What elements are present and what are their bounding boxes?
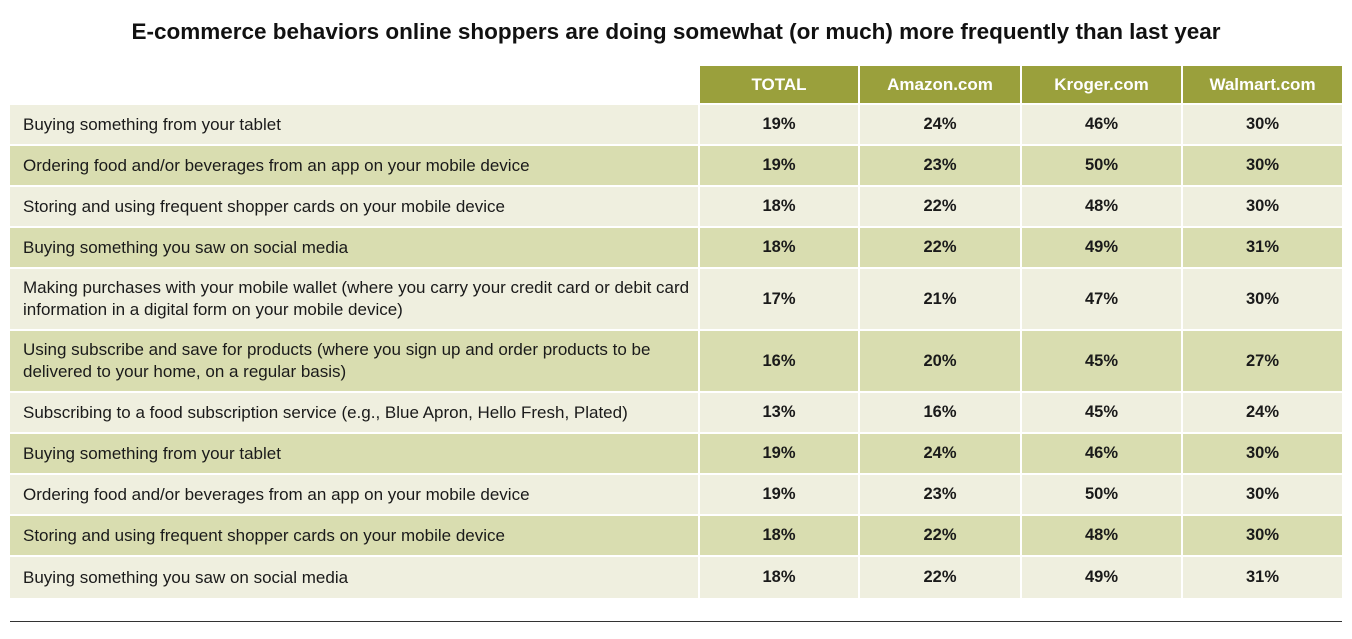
column-header-total: TOTAL	[698, 66, 858, 105]
cell-kroger-value: 50%	[1020, 146, 1181, 187]
cell-kroger-value: 45%	[1020, 331, 1181, 393]
cell-amazon-value: 21%	[858, 269, 1020, 331]
cell-kroger-value: 49%	[1020, 228, 1181, 269]
cell-amazon-value: 23%	[858, 146, 1020, 187]
data-table: TOTAL Amazon.com Kroger.com Walmart.com …	[10, 66, 1342, 598]
cell-walmart-value: 30%	[1181, 269, 1342, 331]
cell-amazon-value: 24%	[858, 434, 1020, 475]
cell-total-value: 18%	[698, 516, 858, 557]
table-row: Buying something you saw on social media…	[10, 228, 1342, 269]
cell-total-value: 13%	[698, 393, 858, 434]
cell-walmart-value: 30%	[1181, 187, 1342, 228]
cell-amazon-value: 20%	[858, 331, 1020, 393]
header-row: TOTAL Amazon.com Kroger.com Walmart.com	[10, 66, 1342, 105]
cell-total-value: 18%	[698, 557, 858, 598]
cell-walmart-value: 31%	[1181, 557, 1342, 598]
row-label: Making purchases with your mobile wallet…	[10, 269, 698, 331]
cell-kroger-value: 47%	[1020, 269, 1181, 331]
table-row: Buying something from your tablet 19% 24% 4…	[10, 434, 1342, 475]
cell-amazon-value: 22%	[858, 557, 1020, 598]
column-header-walmart: Walmart.com	[1181, 66, 1342, 105]
row-label: Ordering food and/or beverages from an a…	[10, 146, 698, 187]
header-blank-cell	[10, 66, 698, 105]
cell-total-value: 19%	[698, 105, 858, 146]
cell-kroger-value: 48%	[1020, 516, 1181, 557]
table-row: Ordering food and/or beverages from an a…	[10, 475, 1342, 516]
column-header-amazon: Amazon.com	[858, 66, 1020, 105]
row-label: Using subscribe and save for products (w…	[10, 331, 698, 393]
column-header-kroger: Kroger.com	[1020, 66, 1181, 105]
table-body: Buying something from your tablet 19% 24% 4…	[10, 105, 1342, 598]
cell-amazon-value: 22%	[858, 228, 1020, 269]
row-label: Storing and using frequent shopper cards…	[10, 187, 698, 228]
cell-total-value: 19%	[698, 475, 858, 516]
chart-title: E-commerce behaviors online shoppers are…	[131, 19, 1221, 44]
cell-kroger-value: 49%	[1020, 557, 1181, 598]
cell-kroger-value: 46%	[1020, 105, 1181, 146]
table-row: Buying something from your tablet 19% 24% 4…	[10, 105, 1342, 146]
row-label: Buying something you saw on social media	[10, 228, 698, 269]
row-label: Buying something you saw on social media	[10, 557, 698, 598]
cell-kroger-value: 45%	[1020, 393, 1181, 434]
cell-amazon-value: 24%	[858, 105, 1020, 146]
cell-amazon-value: 22%	[858, 187, 1020, 228]
cell-walmart-value: 30%	[1181, 516, 1342, 557]
row-label: Ordering food and/or beverages from an a…	[10, 475, 698, 516]
cell-total-value: 18%	[698, 187, 858, 228]
cell-walmart-value: 30%	[1181, 105, 1342, 146]
cell-kroger-value: 50%	[1020, 475, 1181, 516]
cell-walmart-value: 30%	[1181, 475, 1342, 516]
cell-total-value: 19%	[698, 434, 858, 475]
table-row: Storing and using frequent shopper cards…	[10, 516, 1342, 557]
cell-total-value: 18%	[698, 228, 858, 269]
cell-kroger-value: 46%	[1020, 434, 1181, 475]
cell-total-value: 19%	[698, 146, 858, 187]
table-row: Ordering food and/or beverages from an a…	[10, 146, 1342, 187]
cell-walmart-value: 30%	[1181, 434, 1342, 475]
cell-walmart-value: 30%	[1181, 146, 1342, 187]
table-row: Buying something you saw on social media…	[10, 557, 1342, 598]
table-row: Making purchases with your mobile wallet…	[10, 269, 1342, 331]
cell-total-value: 16%	[698, 331, 858, 393]
row-label: Buying something from your tablet	[10, 105, 698, 146]
table-row: Using subscribe and save for products (w…	[10, 331, 1342, 393]
cell-kroger-value: 48%	[1020, 187, 1181, 228]
row-label: Storing and using frequent shopper cards…	[10, 516, 698, 557]
row-label: Buying something from your tablet	[10, 434, 698, 475]
row-label: Subscribing to a food subscription servi…	[10, 393, 698, 434]
table-row: Storing and using frequent shopper cards…	[10, 187, 1342, 228]
cell-amazon-value: 16%	[858, 393, 1020, 434]
table-row: Subscribing to a food subscription servi…	[10, 393, 1342, 434]
cell-walmart-value: 31%	[1181, 228, 1342, 269]
cell-amazon-value: 23%	[858, 475, 1020, 516]
cell-walmart-value: 24%	[1181, 393, 1342, 434]
cell-total-value: 17%	[698, 269, 858, 331]
cell-walmart-value: 27%	[1181, 331, 1342, 393]
cell-amazon-value: 22%	[858, 516, 1020, 557]
bottom-rule	[10, 621, 1342, 622]
